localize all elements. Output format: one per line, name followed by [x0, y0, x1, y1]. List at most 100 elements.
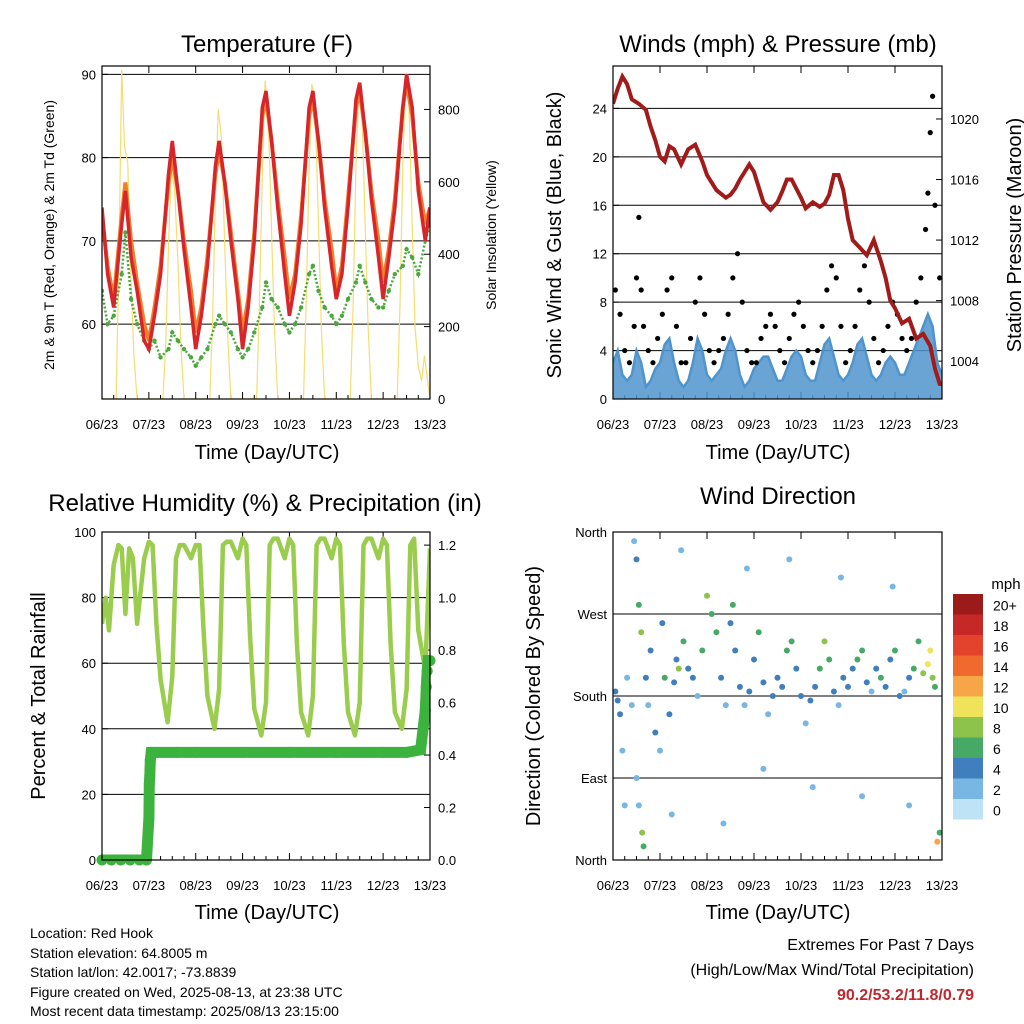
wind-xtick-label: 08/23 [691, 417, 724, 432]
direction-point [624, 674, 631, 681]
wind-ytick-label: 0 [600, 392, 607, 407]
rh-xtick-label: 09/23 [226, 878, 259, 893]
dewpoint-point [170, 330, 175, 335]
dewpoint-point [123, 230, 128, 235]
dewpoint-point [416, 271, 421, 277]
gust-point [645, 347, 651, 354]
direction-point [798, 693, 804, 699]
wind-xtick-label: 07/23 [644, 417, 677, 432]
direction-point [635, 802, 642, 809]
wind-ytick-label: 20 [593, 150, 607, 165]
direction-point [678, 547, 685, 554]
precip-point [420, 681, 432, 693]
gust-point [638, 287, 644, 293]
direction-point [614, 697, 621, 704]
dewpoint-point [158, 355, 163, 360]
legend-swatch [953, 676, 983, 697]
gust-point [702, 311, 708, 317]
direction-point [840, 674, 847, 681]
rh-ytick-label: 60 [82, 656, 96, 671]
direction-point [816, 665, 823, 672]
gust-point [669, 275, 675, 281]
dewpoint-point [245, 346, 251, 352]
direction-point [751, 656, 757, 663]
direction-point [807, 697, 814, 704]
direction-point [765, 711, 772, 718]
wind-ytick-right-label: 1012 [950, 233, 979, 248]
dir-xtick-label: 07/23 [644, 878, 677, 893]
temp-2m-line [102, 74, 430, 355]
direction-point [680, 638, 687, 645]
gust-point [626, 360, 633, 366]
dewpoint-point [228, 330, 234, 335]
station-location: Location: Red Hook [30, 925, 153, 941]
dewpoint-point [275, 305, 280, 310]
rh-ytick-label: 40 [82, 722, 96, 737]
dewpoint-point [199, 355, 204, 360]
dewpoint-point [235, 346, 241, 352]
dewpoint-point [240, 355, 245, 360]
dewpoint-point [334, 321, 339, 327]
temp-ytick-label: 70 [82, 234, 96, 249]
precip-point [237, 746, 249, 758]
speed-legend: 20+ 18 16 14 12 10 8 6 4 2 0 [953, 594, 1017, 820]
dewpoint-point [329, 313, 334, 318]
direction-point [689, 674, 696, 681]
direction-point [671, 679, 678, 686]
gust-point [730, 275, 736, 281]
station-info: Location: Red Hook Station elevation: 64… [30, 924, 343, 1022]
gust-point [908, 335, 915, 342]
dewpoint-point [216, 313, 222, 318]
gust-point [633, 275, 640, 281]
precip-point [152, 746, 164, 758]
gust-point [885, 323, 891, 329]
temp-ytick-right-label: 0 [438, 392, 445, 407]
legend-label: 20+ [993, 598, 1017, 614]
direction-point [743, 565, 750, 572]
rh-ytick-label: 100 [74, 525, 96, 540]
dewpoint-point [119, 271, 124, 277]
direction-point [760, 765, 767, 772]
pressure-line [613, 72, 942, 386]
dir-xtick-label: 06/23 [597, 878, 630, 893]
direction-point [631, 538, 638, 545]
dir-ytick-label: South [573, 689, 607, 704]
direction-point [927, 647, 934, 654]
gust-point [753, 360, 759, 366]
legend-swatch [953, 635, 983, 656]
extremes-block: Extremes For Past 7 Days (High/Low/Max W… [690, 933, 974, 1008]
dewpoint-point [353, 280, 359, 285]
gust-point [777, 347, 783, 354]
direction-point [673, 656, 680, 663]
rh-xtick-label: 11/23 [320, 878, 352, 893]
gust-point [617, 311, 623, 317]
legend-swatch [953, 594, 983, 615]
legend-label: 16 [993, 639, 1009, 655]
precip-point [283, 746, 295, 758]
precip-point [377, 746, 389, 758]
dewpoint-point [322, 305, 327, 310]
temp-xtick-label: 13/23 [414, 417, 447, 432]
precip-point [143, 812, 155, 824]
temp-ytick-label: 80 [82, 151, 96, 166]
direction-point [887, 656, 894, 663]
direction-point [666, 711, 673, 718]
wind-direction-plot: North East South West North 06/23 07/23 08/23 09… [573, 525, 958, 893]
solar-insolation-line [102, 69, 430, 399]
direction-point [746, 688, 753, 695]
precip-point [144, 770, 156, 782]
gust-point [664, 287, 670, 293]
direction-point [859, 647, 866, 654]
gust-point [833, 275, 839, 281]
gust-point [899, 335, 905, 342]
gust-point [744, 347, 750, 354]
temp-ytick-label: 90 [82, 67, 96, 82]
humidity-xlabel: Time (Day/UTC) [195, 902, 340, 924]
gust-point [925, 190, 931, 196]
gust-point [763, 323, 769, 329]
rh-xtick-label: 12/23 [367, 878, 400, 893]
gust-point [819, 323, 825, 329]
direction-point [774, 674, 781, 681]
temp-xtick-label: 06/23 [86, 417, 119, 432]
